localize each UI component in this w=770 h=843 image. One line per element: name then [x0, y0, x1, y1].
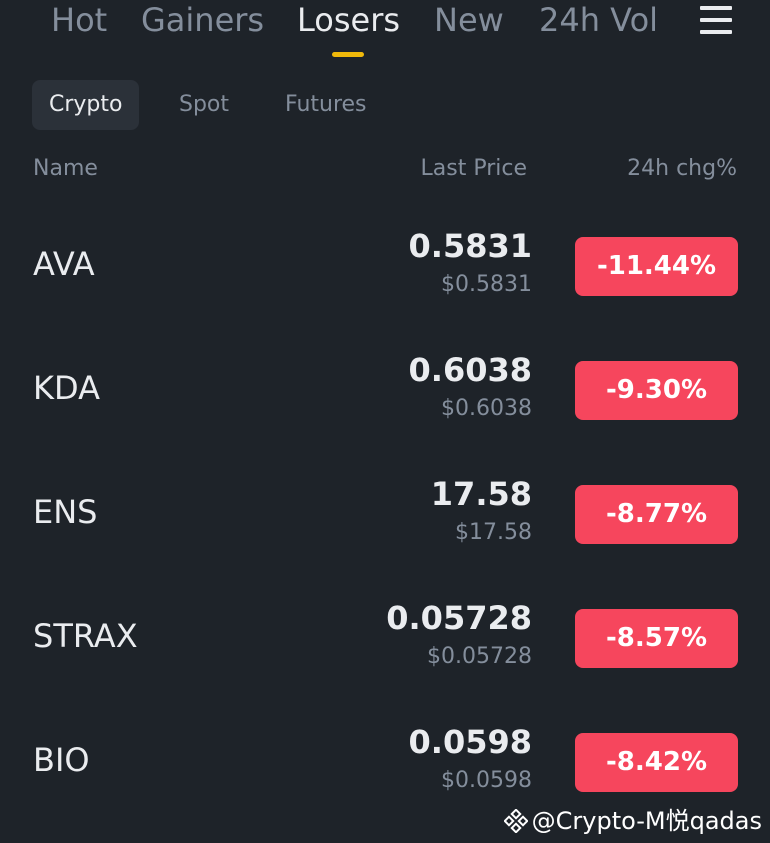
fiat-price: $0.5831	[441, 272, 532, 297]
market-row[interactable]: AVA 0.5831 $0.5831 -11.44%	[0, 210, 770, 334]
change-badge[interactable]: -8.42%	[575, 733, 738, 792]
change-badge[interactable]: -8.57%	[575, 609, 738, 668]
market-tabs: Hot Gainers Losers New 24h Vol	[0, 0, 770, 64]
subtab-spot[interactable]: Spot	[179, 92, 230, 117]
subtab-futures[interactable]: Futures	[285, 92, 367, 117]
tab-24h-vol[interactable]: 24h Vol	[539, 1, 659, 39]
fiat-price: $17.58	[455, 520, 532, 545]
market-row[interactable]: STRAX 0.05728 $0.05728 -8.57%	[0, 582, 770, 706]
watermark: @Crypto-M悦qadas	[502, 807, 762, 835]
binance-logo-icon	[502, 808, 529, 834]
tab-gainers[interactable]: Gainers	[141, 1, 265, 39]
market-row[interactable]: BIO 0.0598 $0.0598 -8.42%	[0, 706, 770, 830]
last-price: 0.0598	[408, 723, 532, 761]
last-price: 0.05728	[386, 599, 532, 637]
fiat-price: $0.0598	[441, 768, 532, 793]
last-price: 0.5831	[408, 227, 532, 265]
column-header-last-price[interactable]: Last Price	[420, 156, 528, 181]
hamburger-menu-icon[interactable]	[700, 6, 732, 34]
change-badge[interactable]: -8.77%	[575, 485, 738, 544]
last-price: 0.6038	[408, 351, 532, 389]
fiat-price: $0.05728	[427, 644, 532, 669]
pair-symbol: BIO	[33, 741, 90, 779]
subtab-crypto[interactable]: Crypto	[32, 80, 140, 130]
fiat-price: $0.6038	[441, 396, 532, 421]
column-header-name[interactable]: Name	[33, 156, 98, 181]
watermark-text: @Crypto-M悦qadas	[531, 807, 762, 835]
market-row[interactable]: KDA 0.6038 $0.6038 -9.30%	[0, 334, 770, 458]
pair-symbol: STRAX	[33, 617, 138, 655]
market-row[interactable]: ENS 17.58 $17.58 -8.77%	[0, 458, 770, 582]
active-tab-indicator	[332, 52, 364, 57]
pair-symbol: ENS	[33, 493, 98, 531]
change-badge[interactable]: -9.30%	[575, 361, 738, 420]
pair-symbol: AVA	[33, 245, 95, 283]
tab-losers[interactable]: Losers	[297, 1, 401, 39]
tab-hot[interactable]: Hot	[51, 1, 108, 39]
pair-symbol: KDA	[33, 369, 100, 407]
tab-new[interactable]: New	[434, 1, 504, 39]
change-badge[interactable]: -11.44%	[575, 237, 738, 296]
last-price: 17.58	[430, 475, 532, 513]
column-header-24h-change[interactable]: 24h chg%	[627, 156, 737, 181]
